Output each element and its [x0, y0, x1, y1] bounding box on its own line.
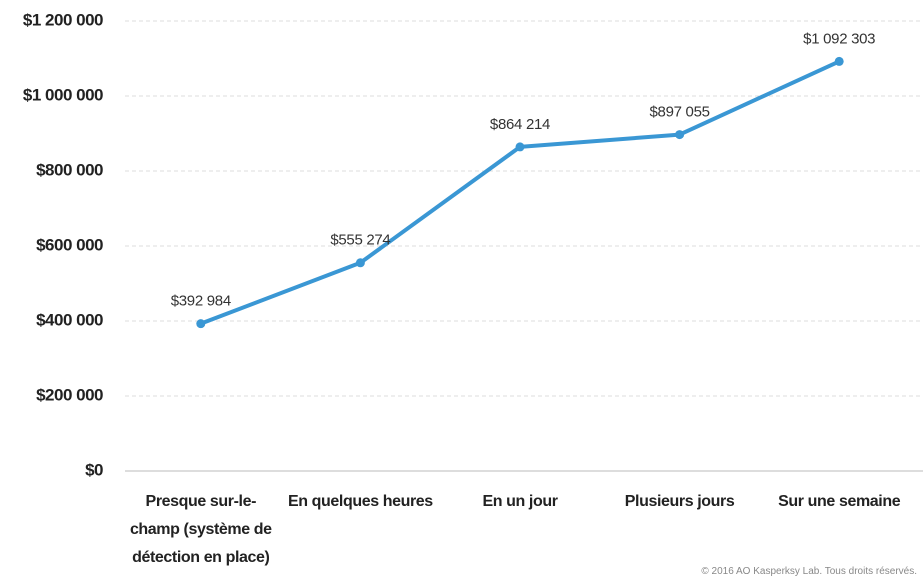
x-tick-label: Sur une semaine [778, 493, 901, 510]
y-tick-label: $400 000 [36, 310, 103, 329]
line [200, 59, 841, 326]
y-tick-label: $1 200 000 [23, 10, 103, 29]
point [355, 258, 365, 268]
point [196, 319, 206, 329]
value-label: $897 055 [650, 104, 710, 121]
value-label: $392 984 [171, 293, 231, 310]
y-tick-label: $800 000 [36, 160, 103, 179]
value-label: $864 214 [490, 116, 550, 133]
x-tick-label: Plusieurs jours [624, 493, 735, 510]
x-tick-label: En quelques heures [287, 493, 433, 510]
copyright: © 2016 AO Kasperksy Lab. Tous droits rés… [701, 566, 917, 577]
point [834, 56, 844, 66]
y-tick-label: $600 000 [36, 235, 103, 254]
point [515, 142, 525, 152]
x-tick-label: En un jour [482, 493, 558, 510]
point [675, 130, 685, 140]
y-tick-label: $200 000 [36, 385, 103, 404]
value-label: $555 274 [330, 232, 390, 249]
y-tick-label: $0 [85, 460, 103, 479]
value-label: $1 092 303 [803, 30, 875, 47]
x-tick-label: Presque sur-le-champ (système de détecti… [129, 493, 272, 566]
y-tick-label: $1 000 000 [23, 85, 103, 104]
